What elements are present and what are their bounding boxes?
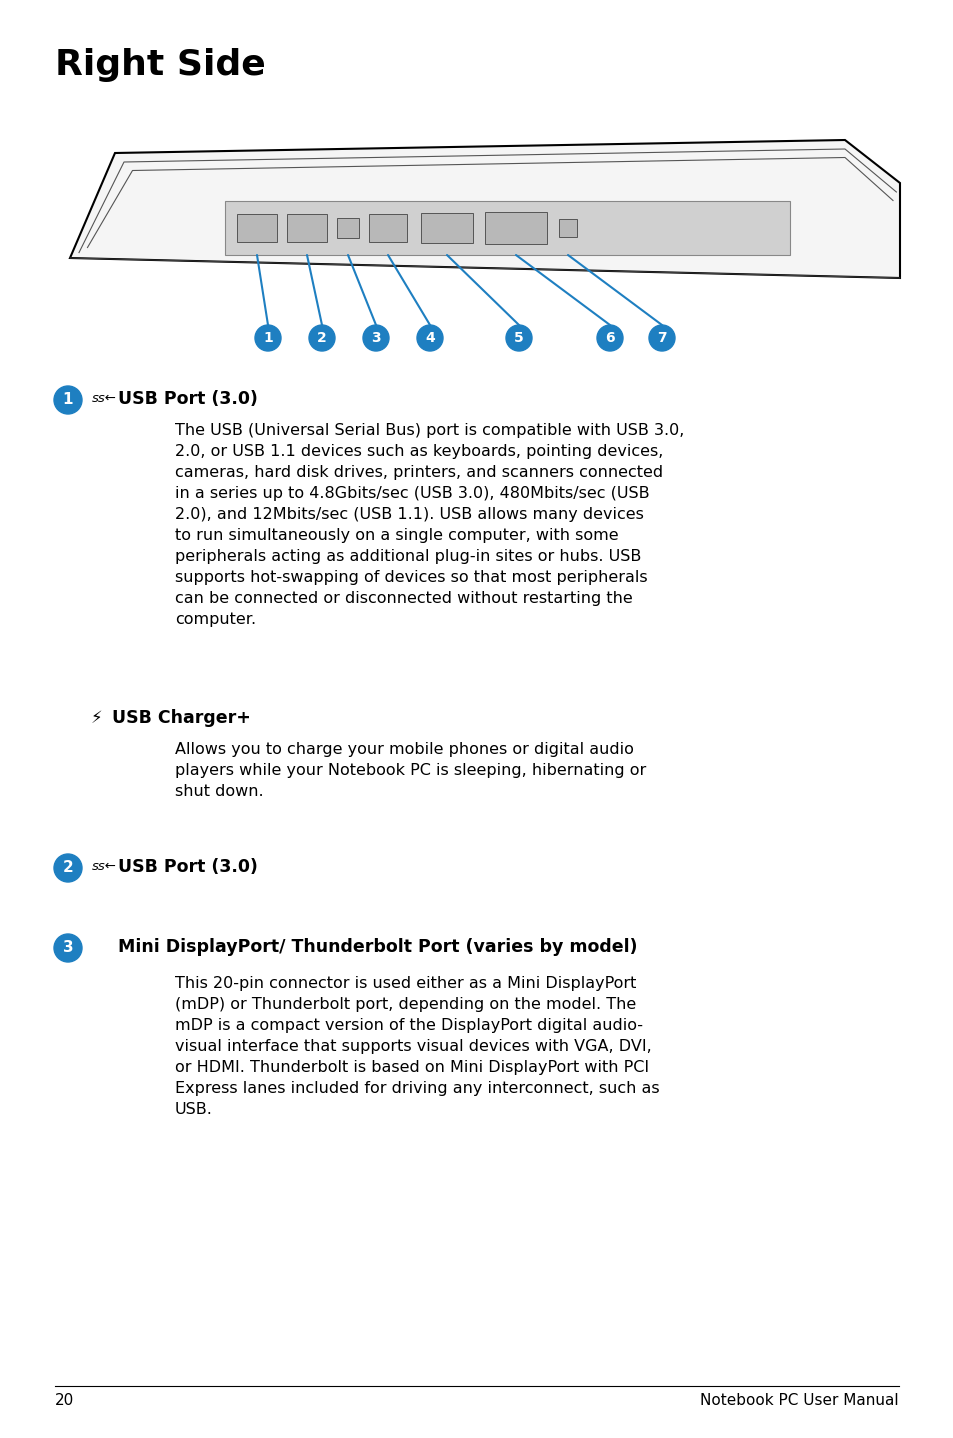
- Circle shape: [416, 325, 442, 351]
- Text: The USB (Universal Serial Bus) port is compatible with USB 3.0,
2.0, or USB 1.1 : The USB (Universal Serial Bus) port is c…: [174, 423, 683, 627]
- Text: USB Port (3.0): USB Port (3.0): [118, 390, 257, 408]
- Text: ss←: ss←: [91, 860, 117, 873]
- Text: 4: 4: [425, 331, 435, 345]
- FancyBboxPatch shape: [369, 214, 407, 242]
- Text: USB Port (3.0): USB Port (3.0): [118, 858, 257, 876]
- Text: 20: 20: [55, 1393, 74, 1408]
- Circle shape: [648, 325, 675, 351]
- Text: 1: 1: [63, 393, 73, 407]
- Text: 2: 2: [63, 860, 73, 876]
- Text: 3: 3: [63, 940, 73, 955]
- FancyBboxPatch shape: [484, 211, 546, 244]
- Text: Notebook PC User Manual: Notebook PC User Manual: [700, 1393, 898, 1408]
- Text: ss←: ss←: [91, 393, 117, 406]
- Text: Right Side: Right Side: [55, 47, 266, 82]
- FancyBboxPatch shape: [336, 219, 358, 239]
- Circle shape: [505, 325, 532, 351]
- Text: 1: 1: [263, 331, 273, 345]
- FancyBboxPatch shape: [236, 214, 276, 242]
- Text: 2: 2: [316, 331, 327, 345]
- Circle shape: [54, 385, 82, 414]
- Text: 5: 5: [514, 331, 523, 345]
- Text: Mini DisplayPort/ Thunderbolt Port (varies by model): Mini DisplayPort/ Thunderbolt Port (vari…: [118, 938, 637, 956]
- Circle shape: [363, 325, 389, 351]
- FancyBboxPatch shape: [225, 201, 789, 255]
- Circle shape: [54, 935, 82, 962]
- FancyBboxPatch shape: [287, 214, 327, 242]
- Text: USB Charger+: USB Charger+: [112, 709, 251, 728]
- Circle shape: [54, 854, 82, 881]
- Text: Allows you to charge your mobile phones or digital audio
players while your Note: Allows you to charge your mobile phones …: [174, 742, 645, 800]
- FancyBboxPatch shape: [558, 219, 577, 237]
- Text: 6: 6: [604, 331, 614, 345]
- Circle shape: [597, 325, 622, 351]
- Circle shape: [309, 325, 335, 351]
- Text: This 20-pin connector is used either as a Mini DisplayPort
(mDP) or Thunderbolt : This 20-pin connector is used either as …: [174, 976, 659, 1117]
- Circle shape: [254, 325, 281, 351]
- Text: 7: 7: [657, 331, 666, 345]
- Text: ⚡: ⚡: [91, 709, 102, 728]
- Text: 3: 3: [371, 331, 380, 345]
- Polygon shape: [70, 139, 899, 278]
- FancyBboxPatch shape: [420, 213, 473, 243]
